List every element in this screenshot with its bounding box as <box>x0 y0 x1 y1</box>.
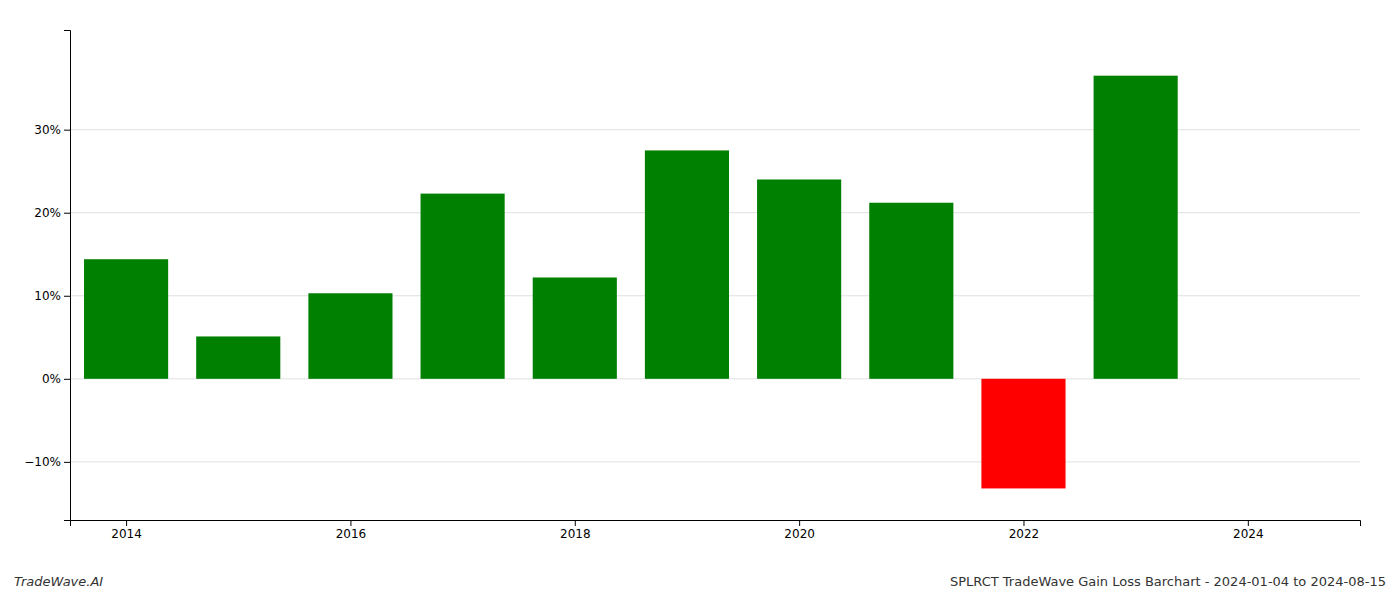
y-tick: 20% <box>34 206 70 220</box>
x-tick-mark <box>799 520 800 526</box>
chart: −10% 0% 10% 20% 30% 2014 2016 2018 2020 2022 2024 T… <box>0 0 1400 600</box>
x-tick-mark <box>1023 520 1024 526</box>
x-tick-label: 2024 <box>1233 527 1264 541</box>
bar <box>308 293 392 379</box>
y-tick: −10% <box>24 455 70 469</box>
x-tick-label: 2022 <box>1009 527 1040 541</box>
y-tick-label: −10% <box>24 455 61 469</box>
y-tick: 10% <box>34 289 70 303</box>
bar <box>757 179 841 378</box>
x-tick: 2016 <box>336 520 367 541</box>
x-axis-line <box>71 521 1361 527</box>
y-axis-line <box>64 31 71 521</box>
x-tick: 2014 <box>111 520 142 541</box>
x-tick-mark <box>350 520 351 526</box>
y-tick: 30% <box>34 123 70 137</box>
x-tick-label: 2018 <box>560 527 591 541</box>
bar <box>84 259 168 379</box>
x-tick-mark <box>1248 520 1249 526</box>
x-tick: 2020 <box>784 520 815 541</box>
y-axis: −10% 0% 10% 20% 30% <box>24 31 70 521</box>
x-axis: 2014 2016 2018 2020 2022 2024 <box>71 520 1361 541</box>
bar <box>533 277 617 378</box>
bar <box>645 150 729 378</box>
x-tick: 2022 <box>1009 520 1040 541</box>
x-tick-label: 2014 <box>111 527 142 541</box>
watermark: TradeWave.AI <box>14 574 103 589</box>
x-tick-label: 2020 <box>784 527 815 541</box>
title: SPLRCT TradeWave Gain Loss Barchart - 20… <box>950 574 1386 589</box>
x-tick: 2024 <box>1233 520 1264 541</box>
bar <box>196 336 280 378</box>
bar <box>869 203 953 379</box>
y-tick: 0% <box>42 372 70 386</box>
bars <box>84 76 1178 489</box>
y-tick-label: 0% <box>42 372 61 386</box>
y-tick-label: 20% <box>34 206 61 220</box>
x-tick-mark <box>126 520 127 526</box>
y-tick-label: 10% <box>34 289 61 303</box>
y-tick-mark <box>64 130 70 131</box>
bar <box>981 379 1065 489</box>
y-tick-mark <box>64 213 70 214</box>
y-tick-label: 30% <box>34 123 61 137</box>
x-tick-mark <box>575 520 576 526</box>
x-tick: 2018 <box>560 520 591 541</box>
bar <box>421 194 505 379</box>
y-tick-mark <box>64 462 70 463</box>
bar <box>1094 76 1178 379</box>
grid-line <box>70 461 1360 462</box>
x-tick-label: 2016 <box>336 527 367 541</box>
y-tick-mark <box>64 379 70 380</box>
y-tick-mark <box>64 296 70 297</box>
